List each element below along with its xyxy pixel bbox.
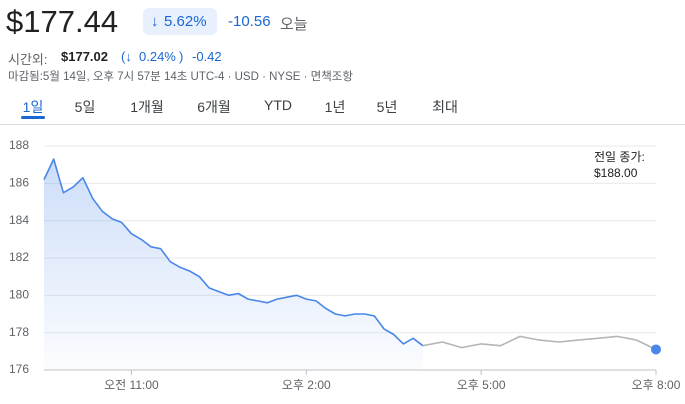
change-period: 오늘 bbox=[280, 16, 308, 33]
tab-underline bbox=[21, 116, 45, 119]
x-tick-label: 오전 11:00 bbox=[104, 378, 159, 392]
area-fill bbox=[44, 159, 423, 370]
end-marker bbox=[651, 344, 661, 355]
y-tick-label: 180 bbox=[9, 288, 29, 302]
price: $177.44 bbox=[6, 4, 119, 39]
after-pct-close: ) bbox=[179, 49, 184, 64]
after-label: 시간외: bbox=[8, 52, 48, 67]
x-tick-label: 오후 2:00 bbox=[282, 378, 331, 392]
y-tick-label: 188 bbox=[9, 138, 29, 152]
status: 마감됨:5월 14일, 오후 7시 57분 14초 UTC-4 · USD · … bbox=[8, 71, 353, 83]
range-tab[interactable]: 1개월 bbox=[130, 99, 164, 115]
range-tab[interactable]: 최대 bbox=[432, 99, 458, 115]
change-badge bbox=[143, 8, 217, 35]
range-tab[interactable]: 5일 bbox=[74, 99, 96, 115]
x-tick-label: 오후 8:00 bbox=[632, 378, 681, 392]
range-tab[interactable]: YTD bbox=[264, 97, 292, 113]
change-pct: 5.62% bbox=[164, 13, 207, 30]
price-line bbox=[43, 158, 424, 347]
y-tick-label: 182 bbox=[9, 250, 29, 264]
reference-value: $188.00 bbox=[594, 166, 638, 180]
change-arrow: ↓ bbox=[151, 13, 159, 30]
after-abs: -0.42 bbox=[192, 49, 222, 64]
y-tick-label: 178 bbox=[9, 325, 29, 339]
divider bbox=[0, 124, 685, 125]
range-tab[interactable]: 5년 bbox=[376, 99, 398, 115]
y-tick-label: 184 bbox=[9, 213, 29, 227]
y-tick-label: 176 bbox=[9, 362, 29, 376]
change-abs: -10.56 bbox=[228, 13, 271, 30]
reference-label: 전일 종가: bbox=[594, 150, 645, 164]
range-tab[interactable]: 1일 bbox=[22, 99, 44, 115]
range-tab[interactable]: 6개월 bbox=[197, 99, 231, 115]
range-tab[interactable]: 1년 bbox=[324, 99, 346, 115]
y-tick-label: 186 bbox=[9, 176, 29, 190]
after-pct: 0.24% bbox=[139, 49, 176, 64]
price-line bbox=[422, 335, 657, 351]
after-pct-open: (↓ bbox=[121, 49, 132, 64]
after-price: $177.02 bbox=[61, 49, 108, 64]
x-tick-label: 오후 5:00 bbox=[457, 378, 506, 392]
